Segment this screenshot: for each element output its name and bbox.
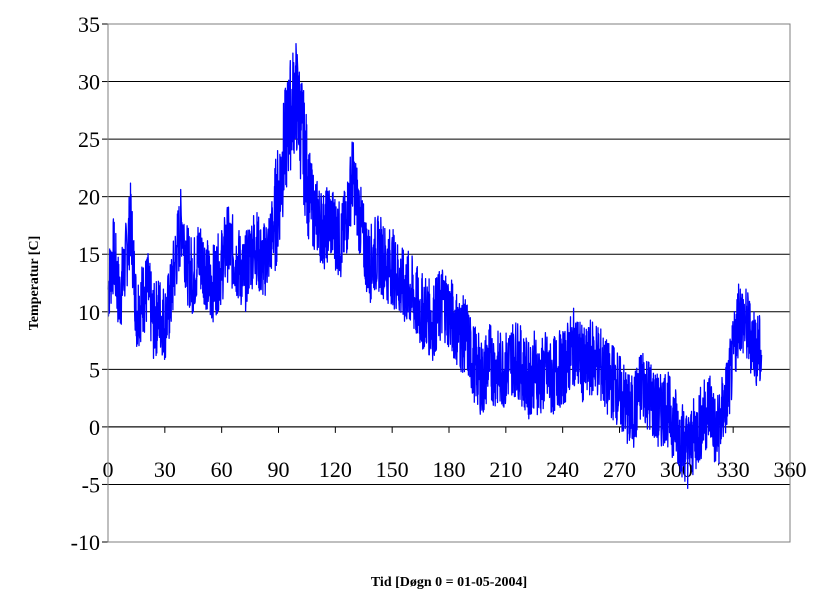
y-tick-label: 35 xyxy=(78,12,100,37)
series-group xyxy=(107,43,763,490)
x-tick-label: 270 xyxy=(603,457,636,482)
x-tick-label: 240 xyxy=(546,457,579,482)
x-tick-label: 30 xyxy=(154,457,176,482)
y-axis-title: Temperatur [C] xyxy=(27,236,42,331)
y-tick-label: -5 xyxy=(82,472,100,497)
y-tick-label: -10 xyxy=(71,530,100,555)
plot-area-frame xyxy=(107,23,791,543)
y-tick-label: 30 xyxy=(78,70,100,95)
y-tick-label: 0 xyxy=(89,415,100,440)
x-tick-label: 150 xyxy=(376,457,409,482)
x-tick-label: 210 xyxy=(489,457,522,482)
x-tick-labels: 0 30 60 90 120 150 180 210 240 270 300 330 360 xyxy=(103,457,807,482)
x-tick-label: 180 xyxy=(433,457,466,482)
x-tick-label: 120 xyxy=(319,457,352,482)
y-tick-label: 25 xyxy=(78,127,100,152)
y-tick-label: 10 xyxy=(78,300,100,325)
x-tick-label: 60 xyxy=(211,457,233,482)
temperature-series-line xyxy=(107,43,763,490)
y-tick-label: 20 xyxy=(78,185,100,210)
y-tick-label: 15 xyxy=(78,242,100,267)
x-tick-label: 90 xyxy=(268,457,290,482)
y-tick-labels: -10 -5 0 5 10 15 20 25 30 35 xyxy=(71,12,100,555)
y-tick-label: 5 xyxy=(89,357,100,382)
x-tick-label: 330 xyxy=(717,457,750,482)
x-axis-title: Tid [Døgn 0 = 01-05-2004] xyxy=(371,575,527,590)
